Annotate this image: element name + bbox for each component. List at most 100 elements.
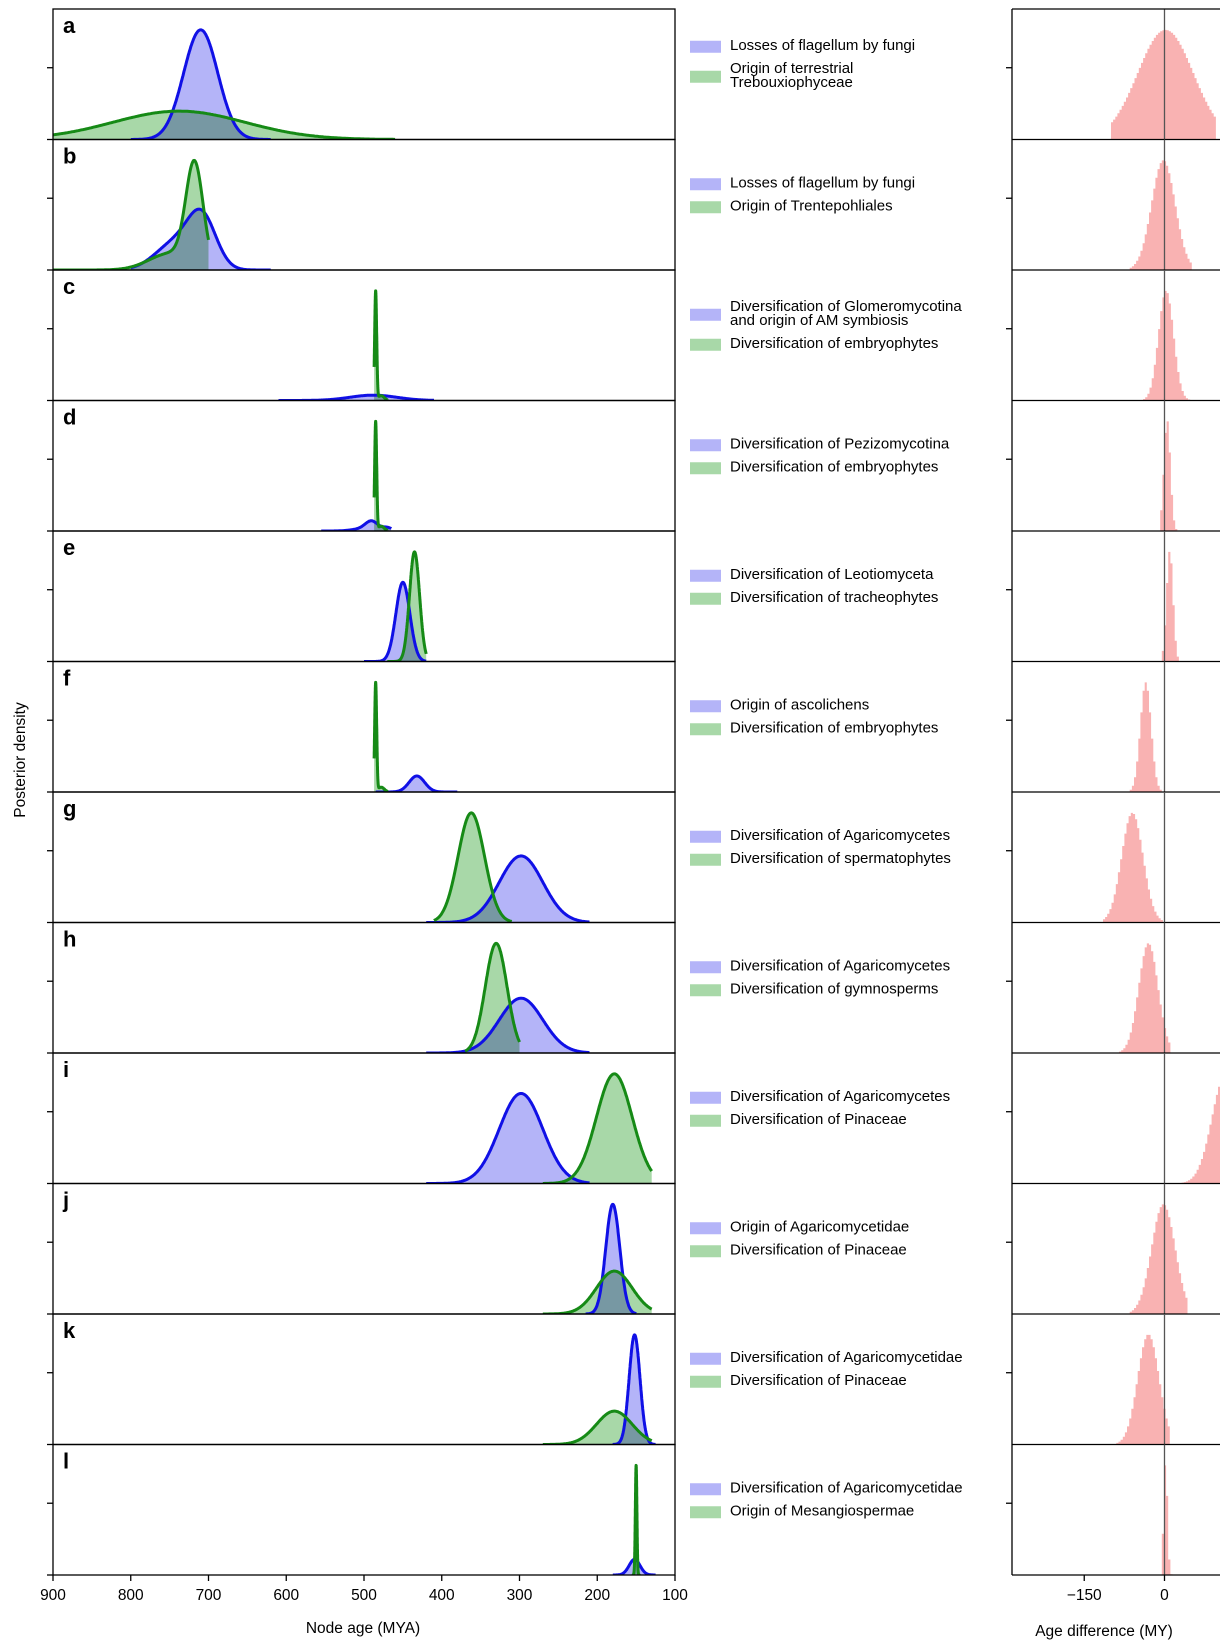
panel-f: f <box>47 660 676 793</box>
legend-label: Diversification of Pinaceae <box>730 1111 907 1128</box>
x-tick-label-left: 500 <box>351 1587 377 1604</box>
legend-a: Losses of flagellum by fungi Origin of te… <box>690 37 915 91</box>
legend-swatch-green <box>690 338 721 351</box>
hist-bars-g <box>1103 812 1163 923</box>
hist-bars-k <box>1116 1334 1170 1445</box>
x-tick-label-left: 400 <box>429 1587 455 1604</box>
density-line-e-green <box>386 550 428 662</box>
legend-label: Origin of Mesangiospermae <box>730 1502 914 1519</box>
legend-j: Origin of Agaricomycetidae Diversificatio… <box>690 1218 909 1258</box>
panel-letter: i <box>63 1057 69 1082</box>
hist-bars-a <box>1111 29 1216 140</box>
legend-label: Diversification of gymnosperms <box>730 980 938 997</box>
panel-frame-b <box>52 138 676 271</box>
legend-swatch-green <box>690 1245 721 1258</box>
legend-swatch-green <box>690 984 721 997</box>
hist-bars-c <box>1143 290 1191 401</box>
panel-letter: b <box>63 144 76 169</box>
legend-label: Diversification of embryophytes <box>730 335 938 352</box>
legend-g: Diversification of Agaricomycetes Diversi… <box>690 827 951 867</box>
density-line-l-green <box>631 1463 641 1575</box>
hist-panel-a <box>1006 8 1220 141</box>
panel-frame-f <box>52 660 676 793</box>
density-line-f-blue <box>374 774 459 792</box>
main-panels: a b c d e f g h i j k l <box>47 8 676 1576</box>
hist-panel-c <box>1006 270 1220 402</box>
legend-swatch-blue <box>690 40 721 53</box>
panel-letter: j <box>62 1188 69 1213</box>
density-line-c-green <box>372 289 389 401</box>
legend-label: Origin of Agaricomycetidae <box>730 1218 909 1235</box>
legend-label: Diversification of Pezizomycotina <box>730 435 950 452</box>
hist-panel-j <box>1006 1183 1220 1315</box>
panel-a: a <box>47 8 676 141</box>
legend-swatch-blue <box>690 439 721 452</box>
hist-panel-d <box>1006 400 1220 532</box>
panel-letter: k <box>63 1318 76 1343</box>
panel-i: i <box>47 1052 676 1185</box>
panel-j: j <box>47 1182 676 1315</box>
density-fill-f-blue <box>375 776 458 792</box>
legend-swatch-green <box>690 1114 721 1127</box>
density-fill-h-green <box>465 943 520 1053</box>
density-line-j-blue <box>584 1202 638 1314</box>
density-fill-k-blue <box>612 1334 656 1445</box>
legend-label: Diversification of spermatophytes <box>730 850 951 867</box>
legend-label: Trebouxiophyceae <box>730 74 853 91</box>
hist-bars-f <box>1129 682 1162 792</box>
difference-histograms <box>1006 8 1220 1576</box>
density-fill-i-green <box>542 1073 652 1184</box>
panel-letter: g <box>63 796 76 821</box>
density-fill-a-blue <box>130 29 271 140</box>
legend-swatch-blue <box>690 308 721 321</box>
x-tick-label-left: 300 <box>507 1587 533 1604</box>
legend-h: Diversification of Agaricomycetes Diversi… <box>690 957 950 997</box>
x-axis-label-right: Age difference (MY) <box>1035 1623 1173 1640</box>
panel-k: k <box>47 1313 676 1446</box>
panel-g: g <box>47 791 676 924</box>
legend-swatch-blue <box>690 830 721 843</box>
legend-label: Diversification of Agaricomycetes <box>730 1088 950 1105</box>
hist-panel-f <box>1006 661 1220 793</box>
legend-l: Diversification of Agaricomycetidae Origi… <box>690 1479 963 1519</box>
panel-l: l <box>47 1443 676 1576</box>
panel-e: e <box>47 530 676 663</box>
panel-letter: f <box>63 666 71 691</box>
panel-letter: d <box>63 405 76 430</box>
legend-d: Diversification of Pezizomycotina Diversi… <box>690 435 950 475</box>
hist-bars-l <box>1161 1465 1173 1575</box>
legend-swatch-blue <box>690 961 721 974</box>
legend-swatch-green <box>690 723 721 736</box>
legend-swatch-blue <box>690 700 721 713</box>
legend-label: Origin of terrestrial <box>730 60 853 77</box>
x-axis-label-left: Node age (MYA) <box>306 1620 420 1637</box>
density-line-b-green <box>53 158 210 270</box>
hist-bars-i <box>1164 1086 1220 1184</box>
legend-label: Diversification of Glomeromycotina <box>730 298 962 315</box>
legend-label: Diversification of Agaricomycetes <box>730 957 950 974</box>
legend-swatch-blue <box>690 1483 721 1496</box>
density-line-a-green <box>53 109 396 140</box>
legend-label: Diversification of embryophytes <box>730 719 938 736</box>
panel-letter: l <box>63 1449 69 1474</box>
hist-bars-h <box>1119 943 1171 1053</box>
x-tick-label-left: 200 <box>584 1587 610 1604</box>
density-fill-b-green <box>53 160 209 270</box>
legend-swatch-green <box>690 853 721 866</box>
panel-frame-e <box>52 530 676 663</box>
panel-letter: h <box>63 927 76 952</box>
legend-swatch-green <box>690 70 721 83</box>
density-fill-a-green <box>53 111 396 140</box>
legend-label: and origin of AM symbiosis <box>730 312 908 329</box>
hist-panel-l <box>1006 1444 1220 1576</box>
legend-label: Origin of ascolichens <box>730 696 869 713</box>
x-tick-label-left: 700 <box>196 1587 222 1604</box>
density-fill-e-green <box>387 551 427 662</box>
legend-label: Diversification of embryophytes <box>730 458 938 475</box>
legend-swatch-blue <box>690 1222 721 1235</box>
x-tick-label-left: 100 <box>662 1587 688 1604</box>
legend-label: Losses of flagellum by fungi <box>730 174 915 191</box>
hist-panel-g <box>1006 792 1220 924</box>
